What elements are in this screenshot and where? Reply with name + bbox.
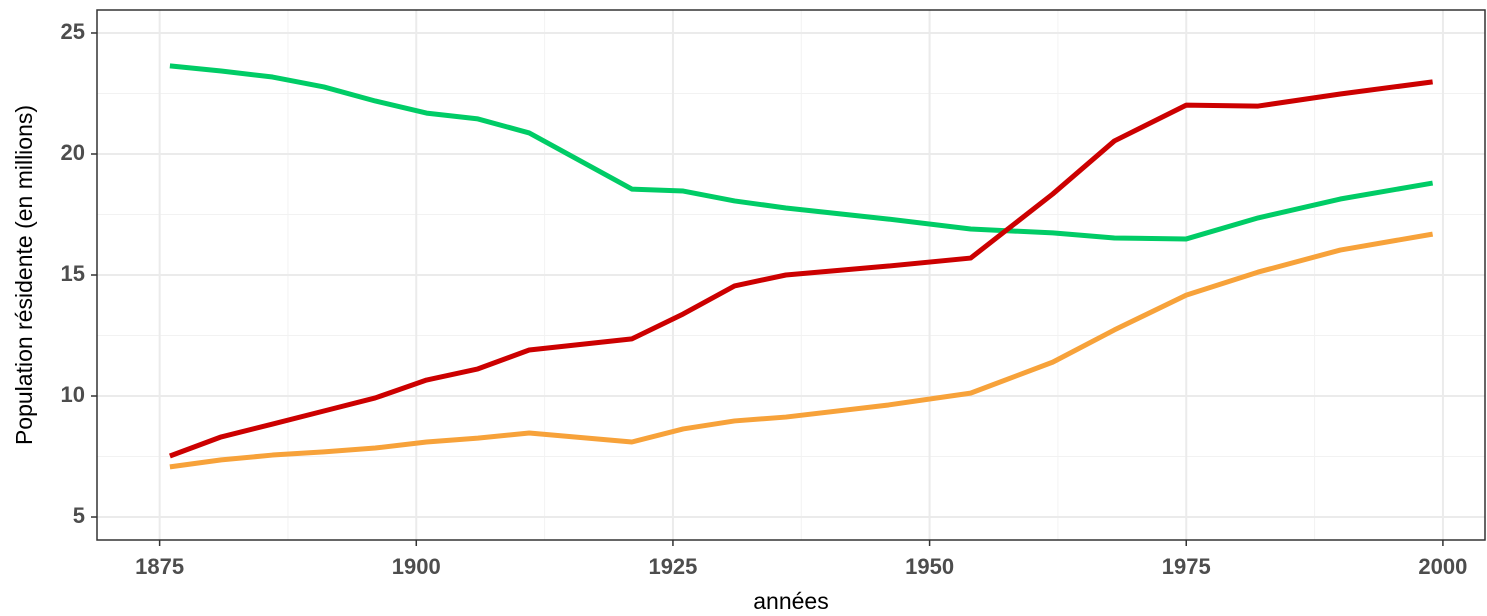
plot-border: [96, 9, 1486, 541]
y-tick-label: 25: [61, 19, 85, 44]
x-tick-label: 1875: [135, 554, 184, 579]
y-tick-label: 10: [61, 382, 85, 407]
y-tick-label: 20: [61, 140, 85, 165]
x-axis-title: années: [753, 588, 828, 614]
y-axis-title: Population résidente (en millions): [11, 105, 37, 445]
series-line: [169, 79, 1433, 459]
y-tick-label: 15: [61, 261, 85, 286]
x-tick-label: 1925: [648, 554, 697, 579]
y-tick-label: 5: [73, 503, 85, 528]
x-tick-label: 1975: [1162, 554, 1211, 579]
series-line: [169, 63, 1434, 242]
x-tick-label: 1950: [905, 554, 954, 579]
x-tick-label: 1900: [392, 554, 441, 579]
x-tick-label: 2000: [1418, 554, 1467, 579]
series-line: [169, 231, 1434, 470]
